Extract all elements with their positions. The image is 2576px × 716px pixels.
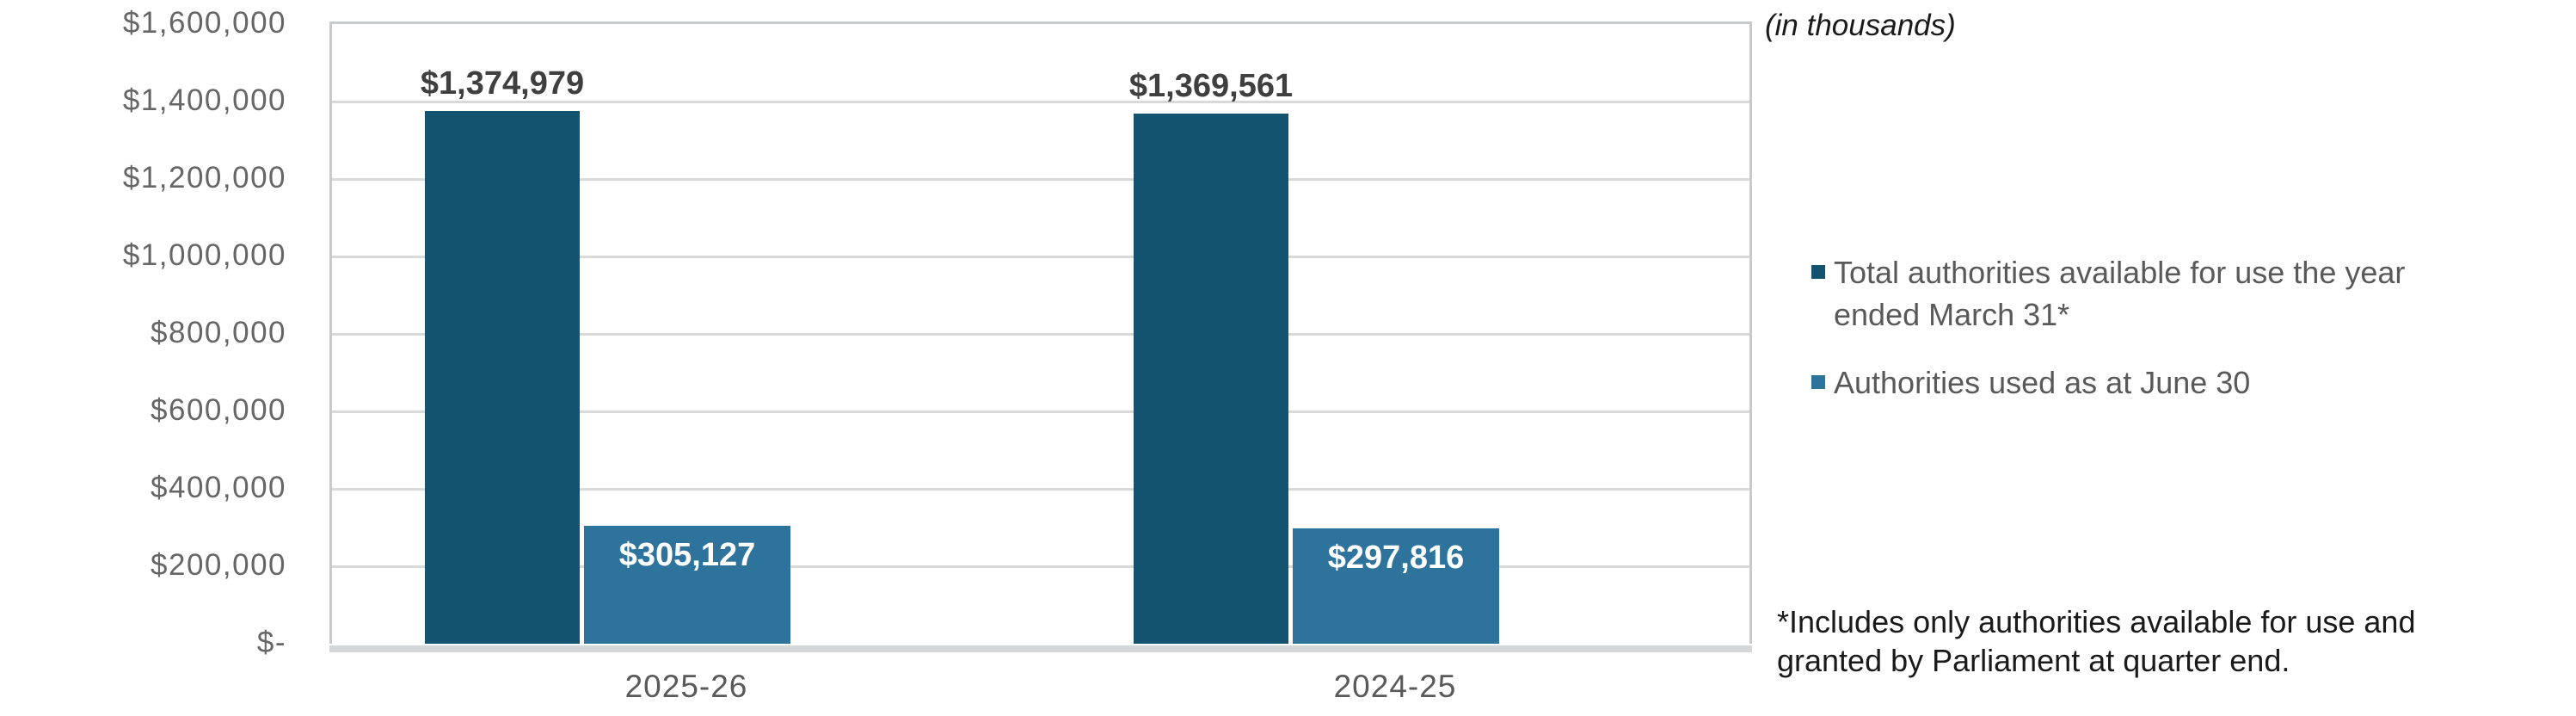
x-axis-line (329, 645, 1752, 652)
legend-item-authorities-used: Authorities used as at June 30 (1811, 361, 2405, 404)
y-axis-tick-label: $600,000 (151, 392, 286, 427)
y-axis-tick-label: $800,000 (151, 315, 286, 349)
y-axis-tick-label: $200,000 (151, 547, 286, 582)
y-axis-tick-label: $400,000 (151, 470, 286, 504)
legend-swatch-icon (1811, 375, 1825, 389)
legend-label: Total authorities available for use the … (1834, 255, 2406, 332)
legend-label: Authorities used as at June 30 (1834, 365, 2251, 400)
bar-value-label: $305,127 (618, 536, 756, 573)
x-axis-category-label: 2025-26 (624, 669, 748, 704)
gridline (332, 332, 1749, 336)
y-axis-tick-label: $1,600,000 (122, 5, 286, 40)
footnote: *Includes only authorities available for… (1777, 602, 2415, 680)
y-axis-tick-label: $1,400,000 (122, 83, 286, 117)
x-axis-category-label: 2024-25 (1333, 669, 1457, 704)
gridline (332, 100, 1749, 103)
bar-2025-26-total-authorities (425, 111, 580, 644)
bar-2024-25-total-authorities (1134, 113, 1288, 644)
gridline (332, 487, 1749, 491)
gridline (332, 177, 1749, 181)
y-axis-tick-label: $1,200,000 (122, 160, 286, 194)
footnote-line: granted by Parliament at quarter end. (1777, 643, 2290, 678)
gridline (332, 410, 1749, 413)
legend-swatch-icon (1811, 265, 1825, 279)
gridline (332, 565, 1749, 568)
y-axis-tick-label: $- (256, 625, 286, 659)
footnote-line: *Includes only authorities available for… (1777, 604, 2416, 639)
legend-item-total-authorities: Total authorities available for use the … (1811, 251, 2405, 336)
plot-area: $1,374,979 $305,127 $1,369,561 $297,816 (329, 22, 1752, 644)
gridline (332, 255, 1749, 258)
bar-value-label: $1,374,979 (420, 65, 585, 102)
units-note: (in thousands) (1765, 9, 1956, 42)
y-axis-tick-label: $1,000,000 (122, 238, 286, 272)
legend: Total authorities available for use the … (1811, 251, 2405, 429)
bar-2024-25-authorities-used (1293, 528, 1499, 644)
bar-2025-26-authorities-used (584, 525, 790, 644)
bar-value-label: $1,369,561 (1128, 67, 1294, 104)
bar-value-label: $297,816 (1327, 539, 1465, 576)
